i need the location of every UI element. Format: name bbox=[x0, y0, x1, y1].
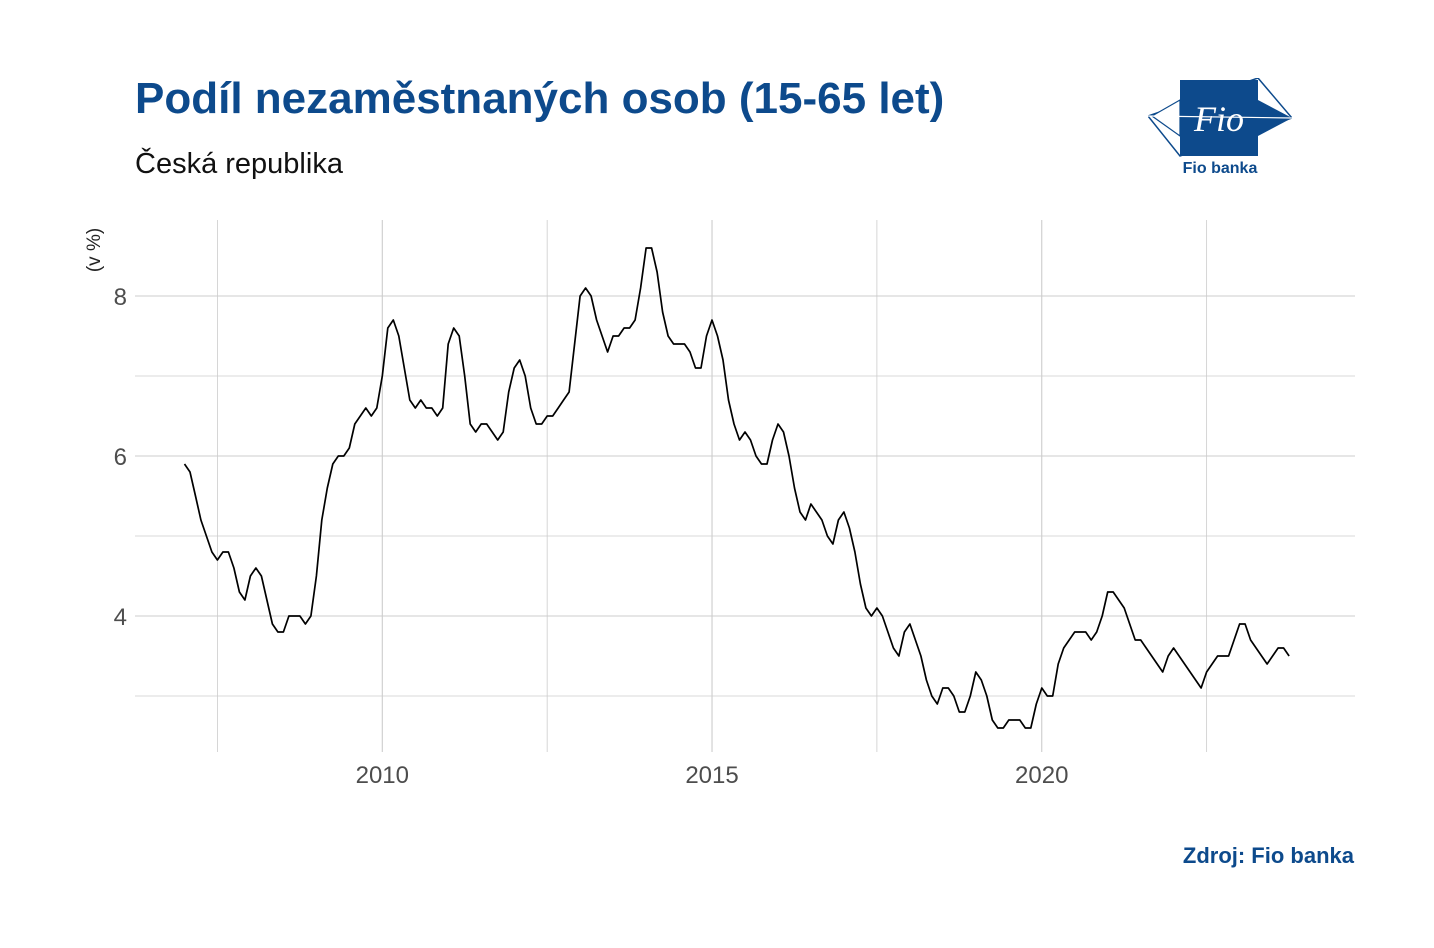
x-tick-label: 2020 bbox=[1015, 762, 1068, 789]
y-tick-label: 6 bbox=[114, 444, 127, 471]
fio-banka-logo: Fio Fio banka bbox=[1146, 77, 1294, 182]
logo-caption: Fio banka bbox=[1182, 160, 1258, 177]
chart-title: Podíl nezaměstnaných osob (15-65 let) bbox=[135, 74, 945, 123]
logo-mark-text: Fio bbox=[1193, 99, 1244, 139]
x-tick-label: 2015 bbox=[685, 762, 738, 789]
x-tick-label: 2010 bbox=[356, 762, 409, 789]
chart-grid bbox=[135, 220, 1355, 752]
series-group bbox=[183, 247, 1290, 729]
chart-subtitle: Česká republika bbox=[135, 148, 343, 180]
y-tick-label: 8 bbox=[114, 284, 127, 311]
fio-logo-icon: Fio bbox=[1146, 77, 1294, 157]
y-axis-ticks: 4 6 8 bbox=[114, 284, 127, 631]
source-note: Zdroj: Fio banka bbox=[1182, 843, 1354, 868]
y-tick-label: 4 bbox=[114, 604, 127, 631]
y-axis-label: (v %) bbox=[84, 228, 105, 272]
series-line bbox=[183, 247, 1290, 729]
x-axis-ticks: 2010 2015 2020 bbox=[356, 762, 1069, 789]
